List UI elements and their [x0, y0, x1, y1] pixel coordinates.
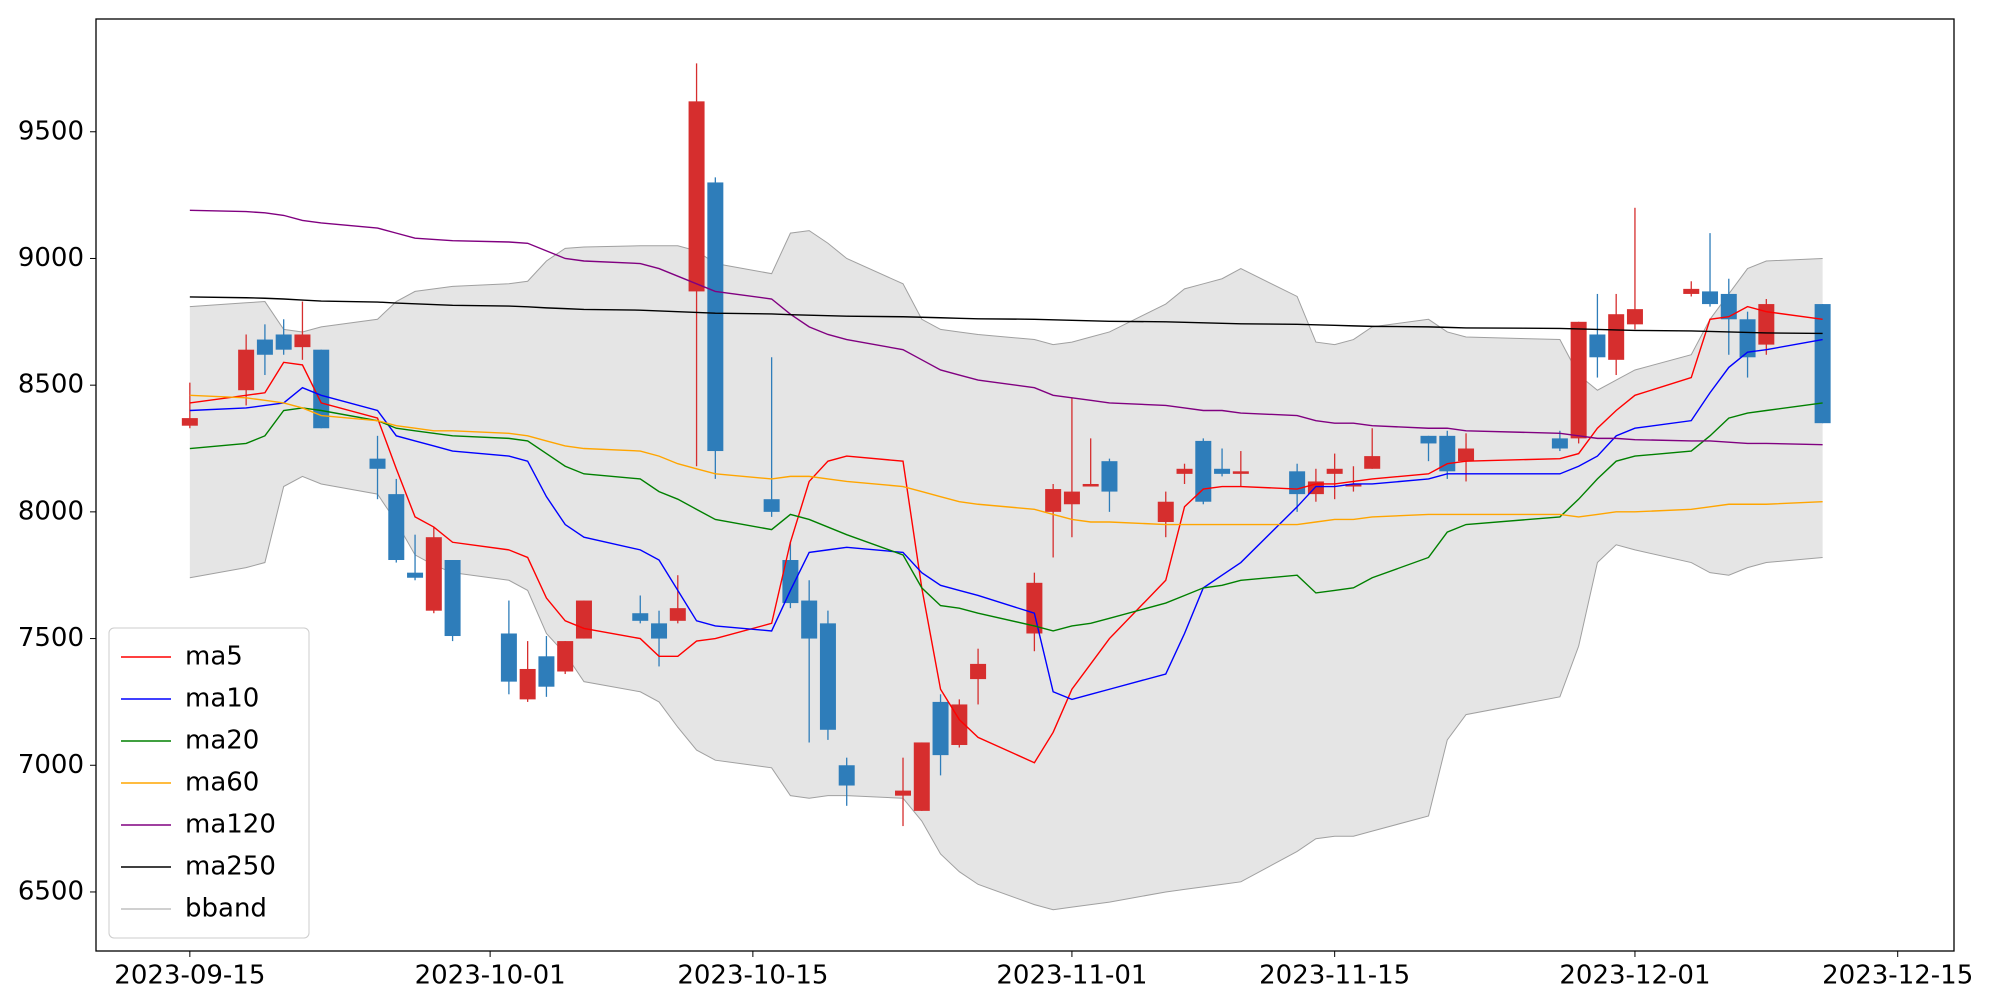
candle-body — [1045, 489, 1062, 512]
x-tick-label: 2023-11-01 — [996, 961, 1147, 991]
candle-body — [782, 560, 799, 604]
y-tick-label: 6500 — [18, 876, 84, 906]
candle-body — [1364, 456, 1381, 469]
candle-body — [275, 334, 292, 350]
candle-body — [1063, 491, 1080, 505]
y-tick-label: 7000 — [18, 750, 84, 780]
candle-body — [632, 613, 649, 621]
candle-body — [369, 458, 386, 469]
axes-frame — [95, 18, 1955, 952]
legend-label: ma20 — [185, 726, 259, 756]
candle-body — [1551, 438, 1568, 449]
x-tick-label: 2023-11-15 — [1259, 961, 1410, 991]
y-tick-label: 7500 — [18, 623, 84, 653]
candle-body — [970, 663, 987, 680]
candle-body — [388, 494, 405, 561]
candle-body — [1195, 440, 1212, 502]
candle-body — [1101, 461, 1118, 492]
bband-area — [189, 230, 1823, 910]
ma-line — [189, 305, 1823, 764]
candle-body — [238, 349, 255, 391]
candle-body — [1570, 321, 1587, 439]
ma-line — [189, 402, 1823, 632]
candle-body — [1176, 468, 1193, 474]
candle-body — [181, 418, 198, 426]
bband-upper — [189, 230, 1823, 391]
candle-body — [1458, 448, 1475, 462]
ma-line — [189, 338, 1823, 701]
x-tick-label: 2023-10-01 — [415, 961, 566, 991]
y-tick-label: 9000 — [18, 243, 84, 273]
candle-body — [1326, 468, 1343, 474]
legend-label: ma5 — [185, 642, 243, 672]
candle-body — [895, 790, 912, 796]
candle-body — [1683, 288, 1700, 294]
candle-body — [1608, 314, 1625, 360]
candle-body — [313, 349, 330, 429]
candle-body — [1345, 483, 1362, 487]
candle-body — [1758, 304, 1775, 345]
candle-body — [538, 656, 555, 687]
candle-body — [557, 641, 574, 672]
candle-body — [1739, 319, 1756, 358]
candle-body — [838, 765, 855, 786]
candle-body — [1289, 471, 1306, 495]
candle-body — [651, 623, 668, 639]
candle-body — [1214, 468, 1231, 474]
candle-body — [801, 600, 818, 639]
legend-label: ma120 — [185, 810, 276, 840]
legend-box — [108, 627, 310, 939]
legend-label: bband — [185, 894, 267, 924]
candle-body — [519, 668, 536, 700]
candle-body — [1157, 501, 1174, 522]
candle-body — [707, 182, 724, 452]
candle-body — [407, 572, 424, 578]
y-tick-label: 8500 — [18, 370, 84, 400]
ma-line — [189, 394, 1823, 526]
candle-body — [951, 704, 968, 745]
candle-body — [669, 608, 686, 621]
candle-body — [1439, 435, 1456, 472]
candle-body — [444, 560, 461, 637]
ma-line — [189, 209, 1823, 446]
candle-body — [688, 101, 705, 292]
candle-body — [1026, 582, 1043, 634]
candle-body — [1589, 334, 1606, 358]
candle-body — [1420, 435, 1437, 444]
candle-body — [1702, 291, 1719, 305]
x-tick-label: 2023-12-15 — [1822, 961, 1973, 991]
candle-body — [1814, 304, 1831, 424]
candle-body — [425, 537, 442, 611]
candle-body — [1720, 293, 1737, 320]
ma-line — [189, 296, 1823, 335]
candle-body — [294, 334, 311, 348]
candle-body — [500, 633, 517, 682]
candle-body — [932, 701, 949, 756]
candle-body — [819, 623, 836, 730]
legend-label: ma60 — [185, 768, 259, 798]
x-tick-label: 2023-10-15 — [677, 961, 828, 991]
plot-area — [181, 63, 1831, 911]
legend: ma5 ma10 ma20 ma60 ma120 ma250 bband — [108, 627, 310, 939]
x-tick-label: 2023-09-15 — [114, 961, 265, 991]
x-tick-label: 2023-12-01 — [1559, 961, 1710, 991]
candle-body — [763, 499, 780, 512]
candle-body — [1626, 309, 1643, 325]
y-tick-label: 9500 — [18, 116, 84, 146]
candle-body — [1082, 483, 1099, 487]
legend-label: ma250 — [185, 852, 276, 882]
legend-label: ma10 — [185, 684, 259, 714]
candle-body — [1232, 471, 1249, 474]
candle-body — [913, 742, 930, 811]
y-tick-label: 8000 — [18, 496, 84, 526]
candle-body — [575, 600, 592, 639]
candle-body — [256, 339, 273, 355]
